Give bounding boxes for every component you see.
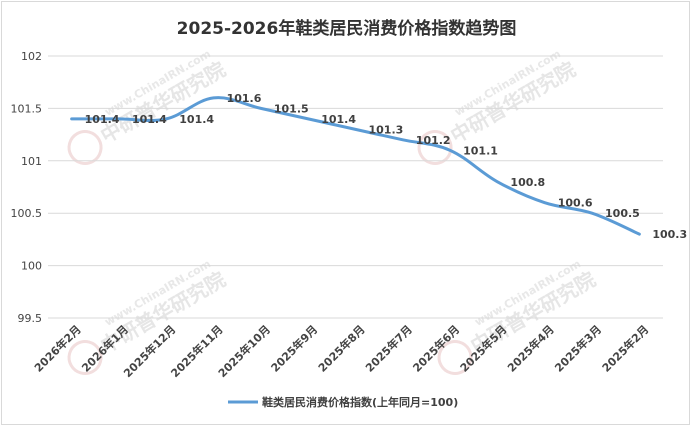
data-label: 101.6 xyxy=(227,92,262,105)
data-label: 101.5 xyxy=(274,102,309,115)
y-tick-label: 99.5 xyxy=(18,312,43,325)
x-tick-label: 2025年3月 xyxy=(552,322,605,375)
series-line xyxy=(70,96,641,236)
x-tick-label: 2026年2月 xyxy=(31,322,84,375)
chart-title: 2025-2026年鞋类居民消费价格指数趋势图 xyxy=(176,19,517,39)
data-label: 101.4 xyxy=(179,113,214,126)
watermark-logo xyxy=(437,340,473,375)
x-axis: 2026年2月2026年1月2025年12月2025年11月2025年10月20… xyxy=(31,322,651,380)
watermark-logo xyxy=(67,340,103,375)
watermark-logo xyxy=(67,130,103,165)
y-tick-label: 100.5 xyxy=(11,207,43,220)
y-tick-label: 100 xyxy=(21,260,42,273)
data-label: 100.5 xyxy=(605,207,640,220)
data-label: 100.8 xyxy=(510,176,545,189)
y-tick-label: 101 xyxy=(21,155,42,168)
series-layer xyxy=(70,96,641,236)
legend-label: 鞋类居民消费价格指数(上年同月=100) xyxy=(262,395,458,409)
data-label: 101.1 xyxy=(463,144,498,157)
y-tick-label: 101.5 xyxy=(11,102,43,115)
x-tick-label: 2025年9月 xyxy=(268,322,321,375)
data-label: 101.3 xyxy=(369,123,404,136)
x-tick-label: 2025年2月 xyxy=(599,322,652,375)
data-labels: 101.4 101.4 101.4 101.6 101.5 101.4 101.3 101.2… xyxy=(85,92,687,241)
y-tick-label: 102 xyxy=(21,50,42,63)
data-label: 101.4 xyxy=(85,113,120,126)
x-tick-label: 2025年8月 xyxy=(315,322,368,375)
x-tick-label: 2025年7月 xyxy=(362,322,415,375)
data-label: 101.2 xyxy=(416,134,451,147)
data-label: 101.4 xyxy=(132,113,167,126)
x-tick-label: 2025年6月 xyxy=(410,322,463,375)
y-axis: 99.5 100 100.5 101 101.5 102 xyxy=(11,50,43,325)
data-label: 100.3 xyxy=(652,228,687,241)
watermark-logo xyxy=(417,130,453,165)
legend: 鞋类居民消费价格指数(上年同月=100) xyxy=(228,395,458,409)
data-label: 101.4 xyxy=(321,113,356,126)
data-label: 100.6 xyxy=(558,197,593,210)
gridlines xyxy=(48,55,663,319)
